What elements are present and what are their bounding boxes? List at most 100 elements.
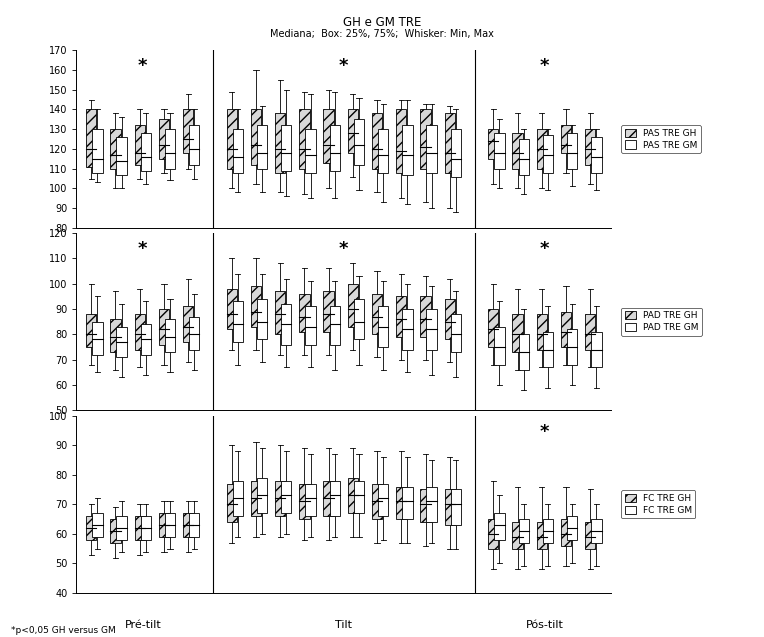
Bar — [275, 481, 285, 516]
Text: Pós-tilt: Pós-tilt — [526, 620, 564, 630]
Bar — [257, 299, 267, 340]
Bar — [591, 332, 601, 368]
Bar — [251, 110, 261, 165]
Bar — [354, 481, 364, 513]
Bar — [281, 481, 292, 513]
Bar — [513, 522, 523, 548]
Bar — [348, 283, 358, 327]
Bar — [159, 309, 169, 345]
Text: Tilt: Tilt — [335, 620, 352, 630]
Bar — [183, 110, 193, 153]
Bar — [110, 519, 121, 543]
Bar — [378, 483, 388, 516]
Bar — [233, 481, 243, 516]
Bar — [323, 291, 334, 332]
Bar — [281, 304, 292, 345]
Text: *: * — [540, 422, 549, 441]
Bar — [141, 324, 151, 355]
Text: *: * — [540, 240, 549, 258]
Bar — [519, 519, 529, 543]
Bar — [542, 519, 553, 543]
Bar — [451, 129, 461, 176]
Bar — [141, 133, 151, 171]
Bar — [110, 319, 121, 352]
Bar — [165, 319, 175, 352]
Bar — [513, 314, 523, 352]
Text: *: * — [339, 240, 348, 258]
Bar — [451, 489, 461, 525]
Bar — [257, 125, 267, 169]
Bar — [116, 516, 127, 540]
Bar — [451, 314, 461, 352]
Bar — [227, 289, 237, 329]
Bar — [323, 110, 334, 162]
Bar — [189, 513, 199, 537]
Bar — [251, 286, 261, 327]
Bar — [542, 332, 553, 368]
Text: *: * — [138, 240, 147, 258]
Bar — [348, 478, 358, 513]
Bar — [299, 110, 309, 169]
Bar — [110, 129, 121, 169]
Bar — [86, 314, 96, 347]
Bar — [403, 125, 413, 175]
Bar — [567, 329, 578, 365]
Bar — [165, 513, 175, 537]
Bar — [488, 129, 498, 159]
Bar — [323, 481, 334, 516]
Bar — [306, 483, 316, 516]
Legend: PAS TRE GH, PAS TRE GM: PAS TRE GH, PAS TRE GM — [621, 125, 701, 153]
Bar — [281, 125, 292, 171]
Bar — [403, 309, 413, 350]
Bar — [536, 129, 547, 169]
Bar — [426, 309, 437, 350]
Bar — [378, 129, 388, 173]
Bar — [275, 113, 285, 173]
Text: *p<0,05 GH versus GM: *p<0,05 GH versus GM — [11, 626, 116, 635]
Bar — [86, 516, 96, 540]
Bar — [183, 306, 193, 342]
Bar — [426, 487, 437, 522]
Bar — [92, 129, 102, 173]
Bar — [420, 110, 431, 169]
Bar — [396, 110, 406, 173]
Bar — [227, 110, 237, 169]
Bar — [445, 489, 455, 525]
Bar — [488, 519, 498, 548]
Bar — [542, 135, 553, 173]
Bar — [116, 137, 127, 175]
Bar — [536, 314, 547, 350]
Bar — [134, 314, 145, 350]
Bar — [488, 309, 498, 347]
Bar — [116, 327, 127, 357]
Bar — [403, 487, 413, 519]
Bar — [420, 296, 431, 337]
Bar — [494, 513, 505, 540]
Bar — [189, 125, 199, 165]
Bar — [372, 113, 382, 169]
Legend: PAD TRE GH, PAD TRE GM: PAD TRE GH, PAD TRE GM — [621, 308, 702, 336]
Bar — [396, 296, 406, 337]
Bar — [134, 125, 145, 165]
Bar — [306, 129, 316, 173]
Bar — [445, 299, 455, 340]
Bar — [591, 519, 601, 543]
Bar — [251, 481, 261, 516]
Bar — [426, 125, 437, 173]
Bar — [519, 334, 529, 370]
Bar — [585, 522, 595, 548]
Bar — [227, 483, 237, 522]
Bar — [372, 294, 382, 334]
Bar — [561, 311, 571, 347]
Bar — [165, 129, 175, 169]
Text: *: * — [339, 57, 348, 75]
Bar — [536, 522, 547, 548]
Bar — [567, 516, 578, 540]
Bar — [420, 489, 431, 522]
Bar — [275, 291, 285, 334]
Text: Mediana;  Box: 25%, 75%;  Whisker: Min, Max: Mediana; Box: 25%, 75%; Whisker: Min, Ma… — [270, 29, 494, 39]
Bar — [183, 513, 193, 537]
Bar — [233, 129, 243, 173]
Bar — [134, 516, 145, 540]
Bar — [494, 327, 505, 365]
